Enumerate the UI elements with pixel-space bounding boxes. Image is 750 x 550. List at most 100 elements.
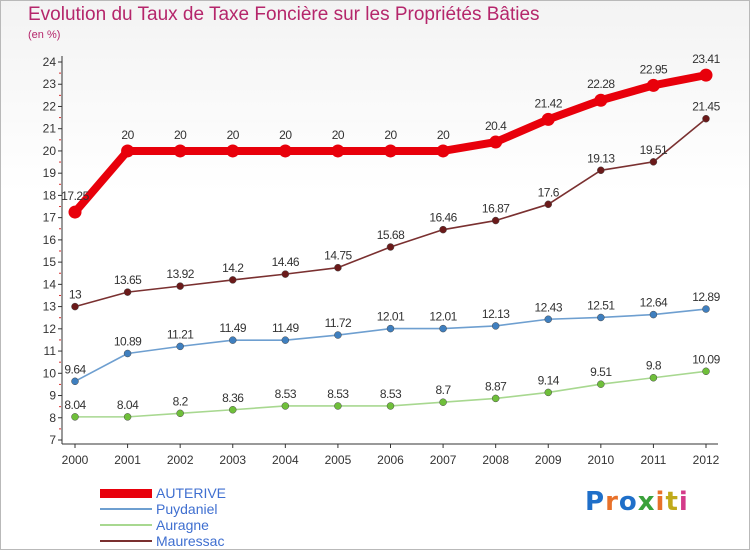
data-label: 20 (227, 128, 240, 142)
x-tick-label: 2001 (114, 453, 141, 467)
legend-swatch-line (100, 508, 152, 510)
data-label: 20 (384, 128, 397, 142)
data-point (334, 402, 342, 410)
data-point (649, 158, 658, 166)
data-label: 20 (437, 128, 450, 142)
data-label: 11.49 (219, 321, 246, 335)
data-label: 8.2 (173, 394, 189, 408)
x-tick-label: 2007 (430, 453, 457, 467)
data-label: 12.64 (640, 296, 668, 310)
data-point (281, 270, 290, 278)
data-point (702, 305, 710, 313)
data-label: 23.41 (692, 52, 720, 66)
data-label: 20 (121, 128, 134, 142)
data-label: 9.8 (646, 359, 662, 373)
data-label: 8.04 (64, 398, 86, 412)
series-line-auterive (71, 71, 710, 217)
data-point (491, 394, 500, 403)
data-point (121, 144, 135, 158)
data-point (489, 135, 503, 149)
legend-label: Puydaniel (156, 501, 218, 517)
data-point (281, 336, 290, 344)
data-label: 8.36 (222, 391, 244, 405)
legend-label: Mauressac (156, 533, 225, 549)
y-tick-label: 22 (43, 99, 57, 113)
legend-item-mauressac: Mauressac (100, 533, 360, 549)
data-label: 20 (279, 128, 292, 142)
data-point (123, 413, 132, 421)
data-point (226, 144, 240, 158)
y-tick-label: 12 (43, 322, 57, 336)
y-tick-label: 23 (43, 77, 57, 91)
proxiti-logo: Proxiti (585, 487, 689, 517)
data-label: 13 (69, 288, 82, 302)
data-point (541, 112, 555, 126)
data-point (123, 288, 132, 296)
data-point (597, 313, 605, 322)
data-point (439, 324, 447, 333)
chart-subtitle: (en %) (28, 29, 61, 41)
y-tick-label: 10 (43, 366, 57, 380)
x-tick-label: 2004 (272, 453, 299, 467)
legend-swatch (100, 485, 152, 501)
data-label: 8.53 (380, 387, 402, 401)
legend-swatch-line (100, 540, 152, 542)
logo-letter: r (605, 487, 619, 517)
x-tick-label: 2010 (587, 453, 614, 467)
data-point (649, 310, 658, 319)
data-point (331, 144, 345, 158)
data-label: 8.04 (117, 398, 139, 412)
y-tick-label: 19 (43, 166, 57, 180)
data-point (229, 406, 237, 414)
data-label: 20 (332, 128, 345, 142)
logo-letter: i (678, 487, 689, 517)
data-point (71, 413, 79, 421)
y-tick-label: 17 (43, 211, 57, 225)
data-label: 12.89 (692, 290, 720, 304)
data-point (278, 144, 292, 158)
y-tick-label: 14 (43, 277, 57, 291)
data-label: 12.43 (534, 300, 562, 314)
x-tick-label: 2003 (219, 453, 246, 467)
x-tick-label: 2009 (535, 453, 562, 467)
y-tick-label: 7 (49, 433, 56, 447)
data-label: 13.65 (114, 273, 142, 287)
data-point (544, 200, 552, 209)
data-point (386, 324, 395, 333)
data-label: 9.51 (590, 365, 612, 379)
chart-title: Evolution du Taux de Taxe Foncière sur l… (28, 4, 540, 25)
data-point (439, 398, 447, 406)
data-label: 17.6 (538, 185, 560, 199)
data-point (334, 263, 342, 272)
data-label: 22.95 (640, 62, 668, 76)
data-point (68, 205, 82, 219)
data-label: 8.7 (435, 383, 451, 397)
logo-letter: P (585, 487, 606, 517)
data-label: 22.28 (587, 77, 615, 91)
y-tick-label: 24 (43, 55, 57, 69)
y-tick-label: 8 (49, 411, 56, 425)
data-point (491, 322, 500, 330)
legend-label: Auragne (156, 517, 209, 533)
data-label: 8.87 (485, 379, 507, 393)
data-point (544, 315, 552, 324)
data-point (699, 68, 713, 82)
x-tick-label: 2000 (62, 453, 89, 467)
data-label: 12.01 (377, 310, 405, 324)
data-point (436, 144, 450, 158)
y-tick-label: 21 (43, 122, 57, 136)
data-label: 12.01 (429, 310, 457, 324)
data-label: 12.51 (587, 298, 615, 312)
x-tick-label: 2002 (167, 453, 194, 467)
data-label: 12.13 (482, 307, 510, 321)
data-point (702, 367, 710, 376)
logo-letter: x (637, 487, 656, 517)
legend-item-puydaniel: Puydaniel (100, 501, 360, 517)
data-point (384, 144, 397, 158)
data-label: 9.64 (64, 362, 86, 376)
data-label: 11.21 (167, 327, 194, 341)
chart-legend: AUTERIVE Puydaniel Auragne Mauressac (100, 485, 360, 549)
data-point (544, 388, 552, 397)
data-point (229, 336, 237, 344)
data-label: 20 (174, 128, 187, 142)
